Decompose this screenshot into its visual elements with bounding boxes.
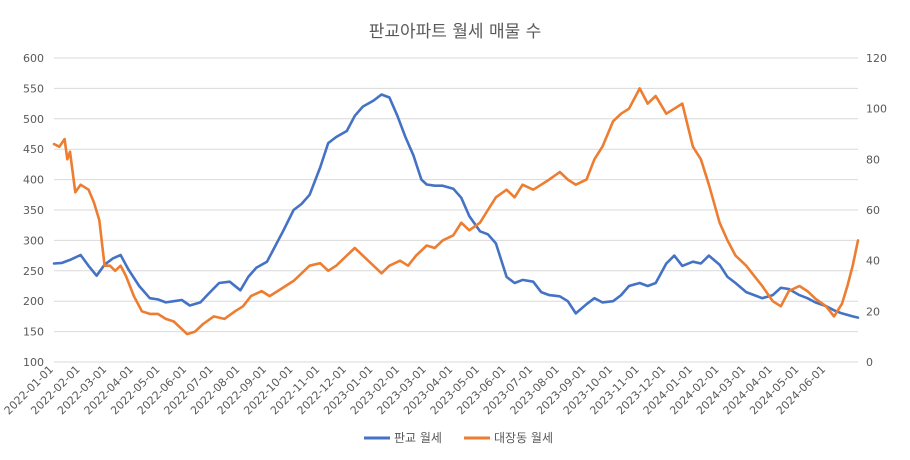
legend-label-pangyo: 판교 월세: [394, 431, 442, 445]
left-tick-label: 250: [23, 265, 44, 278]
series-layer: [52, 87, 860, 336]
right-tick-label: 80: [866, 153, 880, 166]
series-line-pangyo: [52, 93, 860, 319]
right-tick-label: 40: [866, 255, 880, 268]
chart-title: 판교아파트 월세 매물 수: [369, 22, 542, 42]
legend: 판교 월세 대장동 월세: [364, 431, 553, 445]
right-tick-label: 60: [866, 204, 880, 217]
left-tick-label: 100: [23, 356, 44, 369]
series-line-daejang: [52, 87, 860, 336]
left-tick-label: 600: [23, 52, 44, 65]
legend-label-daejang: 대장동 월세: [494, 431, 553, 445]
left-tick-label: 200: [23, 295, 44, 308]
left-tick-label: 150: [23, 326, 44, 339]
left-tick-label: 350: [23, 204, 44, 217]
left-tick-label: 400: [23, 174, 44, 187]
right-tick-label: 120: [866, 52, 887, 65]
right-tick-label: 0: [866, 356, 873, 369]
left-tick-label: 300: [23, 234, 44, 247]
left-tick-label: 550: [23, 82, 44, 95]
gridlines: [54, 57, 858, 363]
right-tick-label: 20: [866, 305, 880, 318]
left-tick-label: 450: [23, 143, 44, 156]
right-tick-label: 100: [866, 103, 887, 116]
left-axis: 100 150 200 250 300 350 400 450 500 550 600: [23, 52, 44, 369]
left-tick-label: 500: [23, 113, 44, 126]
right-axis: 0 20 40 60 80 100 120: [866, 52, 887, 369]
